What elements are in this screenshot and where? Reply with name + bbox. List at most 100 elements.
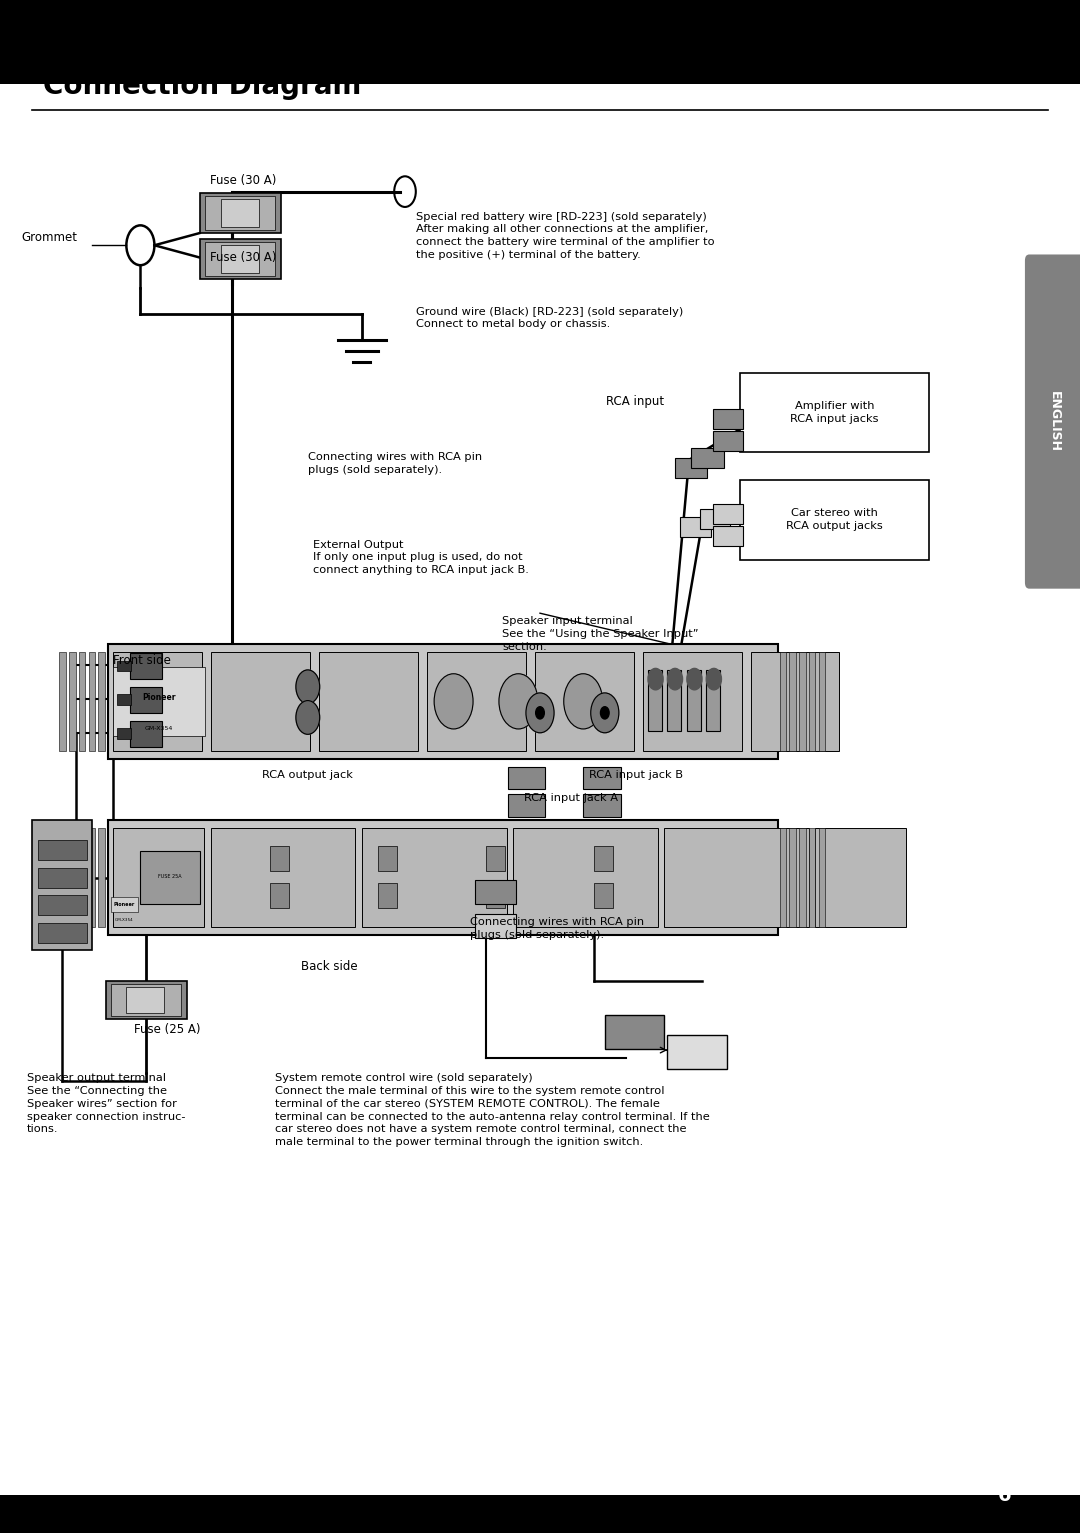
Circle shape [296, 670, 320, 704]
Bar [819, 828, 825, 927]
Circle shape [564, 675, 603, 730]
Bar [211, 652, 310, 751]
Text: Ground wire (Black) [RD-223] (sold separately)
Connect to metal body or chassis.: Ground wire (Black) [RD-223] (sold separ… [416, 307, 683, 330]
Bar [113, 652, 202, 751]
Text: RCA input jack A: RCA input jack A [524, 793, 618, 803]
Bar [117, 694, 131, 705]
Bar [740, 373, 929, 452]
Bar [106, 981, 187, 1019]
Bar [0, 0, 1080, 84]
Bar [38, 895, 87, 915]
Bar [200, 193, 281, 233]
Text: RCA input: RCA input [606, 396, 664, 408]
Text: RCA output jack: RCA output jack [262, 770, 353, 780]
Bar [140, 851, 200, 904]
Text: External Output
If only one input plug is used, do not
connect anything to RCA i: External Output If only one input plug i… [313, 540, 529, 575]
Text: System remote control wire (sold separately)
Connect the male terminal of this w: System remote control wire (sold separat… [275, 1073, 711, 1147]
Bar [211, 828, 355, 927]
Circle shape [706, 668, 721, 690]
Circle shape [687, 668, 702, 690]
Circle shape [434, 675, 473, 730]
Circle shape [296, 701, 320, 734]
Circle shape [499, 675, 538, 730]
Bar [486, 846, 505, 871]
Text: Connecting wires with RCA pin
plugs (sold separately).: Connecting wires with RCA pin plugs (sol… [308, 452, 482, 475]
Bar [700, 509, 730, 529]
Bar [79, 828, 85, 927]
Bar [69, 652, 76, 751]
Bar [32, 820, 92, 950]
Bar [789, 828, 796, 927]
Bar [319, 652, 418, 751]
Bar [108, 820, 778, 935]
Bar [740, 480, 929, 560]
Bar [605, 1015, 664, 1049]
Text: Speaker input terminal
See the “Using the Speaker Input”
section.: Speaker input terminal See the “Using th… [502, 616, 699, 652]
Circle shape [536, 707, 544, 719]
Bar [486, 883, 505, 908]
Bar [221, 199, 259, 227]
Bar [475, 914, 516, 938]
Circle shape [600, 707, 609, 719]
Text: Pioneer: Pioneer [113, 901, 135, 908]
Text: Fuse (25 A): Fuse (25 A) [134, 1023, 201, 1035]
Text: Connecting wires with RCA pin
plugs (sold separately).: Connecting wires with RCA pin plugs (sol… [470, 917, 644, 940]
Text: ENGLISH: ENGLISH [1048, 391, 1062, 452]
Bar [59, 828, 66, 927]
Bar [475, 880, 516, 904]
Bar [38, 840, 87, 860]
Bar [687, 670, 701, 731]
Bar [780, 828, 786, 927]
Bar [69, 828, 76, 927]
Bar [664, 828, 809, 927]
Bar [221, 245, 259, 273]
Bar [205, 242, 275, 276]
Bar [513, 828, 658, 927]
Bar [594, 883, 613, 908]
Bar [117, 661, 131, 671]
Text: Back side: Back side [301, 961, 357, 973]
Bar [130, 687, 162, 713]
Bar [713, 431, 743, 451]
Bar [130, 653, 162, 679]
Text: Special red battery wire [RD-223] (sold separately)
After making all other conne: Special red battery wire [RD-223] (sold … [416, 212, 715, 261]
Bar [508, 766, 545, 789]
Text: Amplifier with
RCA input jacks: Amplifier with RCA input jacks [791, 402, 878, 423]
Bar [59, 652, 66, 751]
Bar [200, 239, 281, 279]
Bar [89, 652, 95, 751]
Bar [111, 984, 181, 1016]
Text: 6: 6 [998, 1487, 1011, 1505]
Text: Pioneer: Pioneer [141, 693, 176, 702]
Bar [675, 458, 707, 478]
Text: Fuse (30 A): Fuse (30 A) [210, 251, 276, 264]
Bar [130, 721, 162, 747]
Bar [108, 644, 778, 759]
Bar [809, 828, 815, 927]
Text: GM-X354: GM-X354 [145, 725, 173, 731]
Bar [691, 448, 724, 468]
Bar [98, 652, 105, 751]
Bar [819, 652, 825, 751]
Bar [89, 828, 95, 927]
Text: Grommet: Grommet [22, 231, 78, 244]
Bar [809, 652, 815, 751]
Text: GM-X354: GM-X354 [114, 918, 134, 921]
Circle shape [648, 668, 663, 690]
Bar [751, 652, 839, 751]
Bar [378, 883, 397, 908]
Bar [378, 846, 397, 871]
Bar [713, 504, 743, 524]
FancyBboxPatch shape [1025, 254, 1080, 589]
Bar [799, 828, 806, 927]
Bar [98, 828, 105, 927]
Bar [815, 828, 906, 927]
Text: RCA input jack B: RCA input jack B [589, 770, 683, 780]
Bar [270, 846, 289, 871]
Bar [680, 517, 711, 537]
Text: Speaker output terminal
See the “Connecting the
Speaker wires” section for
speak: Speaker output terminal See the “Connect… [27, 1073, 186, 1134]
Bar [583, 766, 621, 789]
Bar [427, 652, 526, 751]
Bar [113, 828, 204, 927]
Bar [535, 652, 634, 751]
